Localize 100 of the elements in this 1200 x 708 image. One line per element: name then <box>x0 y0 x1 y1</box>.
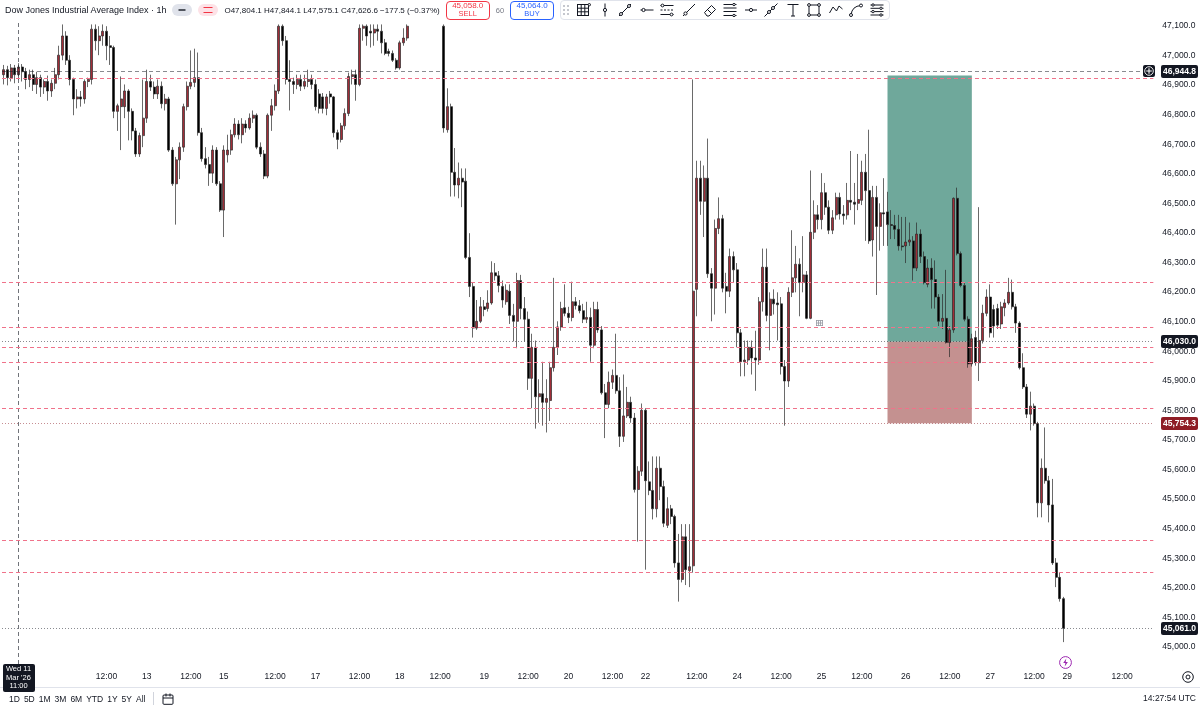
candlestick <box>2 64 5 85</box>
x-tick-label: 18 <box>395 670 405 681</box>
candlestick <box>303 74 306 90</box>
x-tick-label: 29 <box>1062 670 1073 681</box>
candlestick <box>904 216 907 264</box>
y-tick-label: 45,300.0 <box>1162 552 1196 563</box>
candlestick <box>13 64 16 84</box>
text: 5D <box>23 693 35 704</box>
candlestick <box>6 65 9 86</box>
candlestick <box>820 172 823 230</box>
candlestick <box>882 177 885 247</box>
candlestick <box>211 145 214 184</box>
y-tick-label: 46,300.0 <box>1162 256 1196 267</box>
candlestick <box>442 24 445 134</box>
candlestick <box>296 74 299 90</box>
x-tick-label: 12:00 <box>770 670 793 681</box>
candlestick <box>380 24 383 54</box>
candlestick <box>897 214 900 251</box>
x-tick-label: 12:00 <box>601 670 624 681</box>
x-tick-label: 27 <box>985 670 996 681</box>
candlestick <box>516 272 519 349</box>
candlestick <box>120 76 123 151</box>
x-tick-label: 19 <box>479 670 490 681</box>
x-tick-label: 20 <box>563 670 574 681</box>
candlestick <box>248 113 251 131</box>
candlestick <box>582 303 585 324</box>
y-tick-label: 45,800.0 <box>1162 404 1196 415</box>
candlestick <box>501 280 504 309</box>
y-tick-label: 45,700.0 <box>1162 434 1196 445</box>
candlestick <box>644 407 647 571</box>
y-tick-label: 46,200.0 <box>1162 286 1196 297</box>
y-tick-label: 46,100.0 <box>1162 316 1196 327</box>
candlestick <box>321 92 324 114</box>
y-tick-label: 46,600.0 <box>1162 168 1196 179</box>
candlestick <box>237 119 240 140</box>
candlestick <box>978 206 981 382</box>
candlestick <box>46 75 49 102</box>
candlestick <box>28 69 31 88</box>
x-tick-label: 17 <box>310 670 321 681</box>
candlestick <box>373 24 376 47</box>
candlestick <box>571 281 574 322</box>
chart-title: Dow Jones Industrial Average Index · 1h <box>5 4 167 16</box>
ref-line-label: 46,030.0 <box>1161 335 1199 349</box>
y-tick-label: 45,600.0 <box>1162 463 1196 474</box>
candlestick <box>365 24 368 47</box>
candlestick <box>930 257 933 309</box>
text: 6M <box>70 693 83 704</box>
candlestick <box>35 71 38 95</box>
ref-line-label: 46,944.8 <box>1161 64 1199 78</box>
y-tick-label: 45,400.0 <box>1162 522 1196 533</box>
candlestick <box>105 25 108 61</box>
candlestick <box>989 283 992 338</box>
ref-line-label: 45,061.0 <box>1161 621 1199 635</box>
candlestick <box>299 74 302 92</box>
candlestick <box>406 24 409 42</box>
text: 5Y <box>121 693 132 704</box>
y-tick-label: 45,500.0 <box>1162 493 1196 504</box>
text: 3M <box>54 693 67 704</box>
x-tick-label: 12:00 <box>517 670 540 681</box>
candlestick <box>622 374 625 443</box>
text: 1D <box>9 693 20 704</box>
x-tick-label: 12:00 <box>1023 670 1046 681</box>
candlestick <box>307 69 310 88</box>
candlestick <box>32 69 35 92</box>
candlestick <box>160 81 163 109</box>
x-tick-label: 24 <box>732 670 743 681</box>
candlestick <box>24 67 27 90</box>
y-tick-label: 45,200.0 <box>1162 582 1196 593</box>
y-tick-label: 45,900.0 <box>1162 375 1196 386</box>
x-tick-label: 12:00 <box>95 670 118 681</box>
x-tick-label: 12:00 <box>180 670 202 681</box>
candlestick <box>369 24 372 48</box>
candlestick <box>10 63 13 82</box>
y-tick-label: 46,500.0 <box>1162 197 1196 208</box>
candlestick <box>655 456 658 518</box>
x-tick-label: 15 <box>219 670 229 681</box>
candlestick <box>127 88 130 141</box>
candlestick <box>98 25 101 56</box>
x-tick-label: 26 <box>901 670 911 681</box>
text: 1Y <box>107 693 118 704</box>
candlestick <box>651 456 654 520</box>
candlestick <box>90 24 93 85</box>
candlestick <box>314 79 317 111</box>
x-tick-label: 12:00 <box>429 670 452 681</box>
x-tick-label: 12:00 <box>686 670 708 681</box>
candlestick <box>1000 301 1003 330</box>
y-tick-label: 46,900.0 <box>1162 79 1196 90</box>
y-tick-label: 47,100.0 <box>1162 20 1196 31</box>
candlestick <box>809 170 812 320</box>
candlestick <box>325 93 328 116</box>
candlestick <box>684 523 687 586</box>
text: O47,804.1 H47,844.1 L47,575.1 C47,626.6 −177.5 (−0.37%) <box>224 4 440 16</box>
x-tick-label: 12:00 <box>264 670 287 681</box>
y-tick-label: 46,800.0 <box>1162 109 1196 120</box>
x-tick-label: 12:00 <box>851 670 873 681</box>
y-tick-label: 46,400.0 <box>1162 227 1196 238</box>
candlestick <box>241 117 244 144</box>
candlestick <box>83 79 86 105</box>
candlestick <box>39 74 42 98</box>
x-tick-label: 13 <box>142 670 152 681</box>
